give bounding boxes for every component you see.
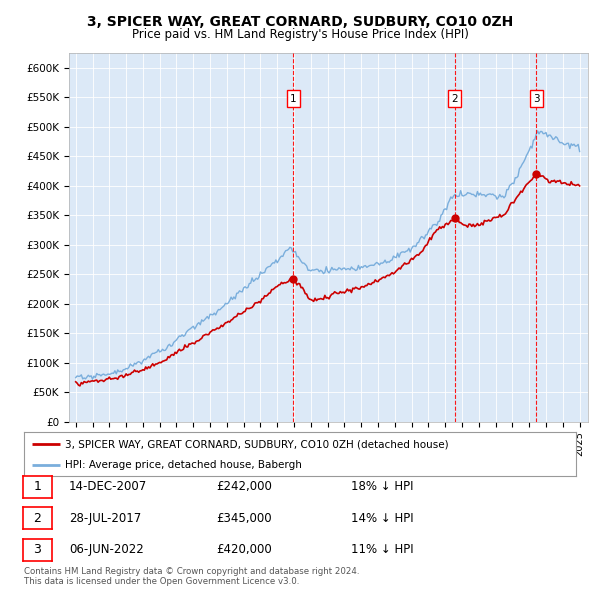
Text: £345,000: £345,000: [216, 512, 272, 525]
Text: Contains HM Land Registry data © Crown copyright and database right 2024.: Contains HM Land Registry data © Crown c…: [24, 567, 359, 576]
Text: 18% ↓ HPI: 18% ↓ HPI: [351, 480, 413, 493]
Text: This data is licensed under the Open Government Licence v3.0.: This data is licensed under the Open Gov…: [24, 578, 299, 586]
Text: Price paid vs. HM Land Registry's House Price Index (HPI): Price paid vs. HM Land Registry's House …: [131, 28, 469, 41]
Text: 11% ↓ HPI: 11% ↓ HPI: [351, 543, 413, 556]
Text: £242,000: £242,000: [216, 480, 272, 493]
Text: 2: 2: [33, 512, 41, 525]
Text: 14% ↓ HPI: 14% ↓ HPI: [351, 512, 413, 525]
Text: 3, SPICER WAY, GREAT CORNARD, SUDBURY, CO10 0ZH: 3, SPICER WAY, GREAT CORNARD, SUDBURY, C…: [87, 15, 513, 29]
Text: 28-JUL-2017: 28-JUL-2017: [69, 512, 141, 525]
Text: HPI: Average price, detached house, Babergh: HPI: Average price, detached house, Babe…: [65, 460, 302, 470]
Text: 1: 1: [33, 480, 41, 493]
Text: 14-DEC-2007: 14-DEC-2007: [69, 480, 147, 493]
Text: £420,000: £420,000: [216, 543, 272, 556]
Text: 2: 2: [452, 94, 458, 103]
Text: 3, SPICER WAY, GREAT CORNARD, SUDBURY, CO10 0ZH (detached house): 3, SPICER WAY, GREAT CORNARD, SUDBURY, C…: [65, 440, 449, 449]
Text: 3: 3: [533, 94, 539, 103]
Text: 06-JUN-2022: 06-JUN-2022: [69, 543, 144, 556]
Text: 3: 3: [33, 543, 41, 556]
Text: 1: 1: [290, 94, 296, 103]
